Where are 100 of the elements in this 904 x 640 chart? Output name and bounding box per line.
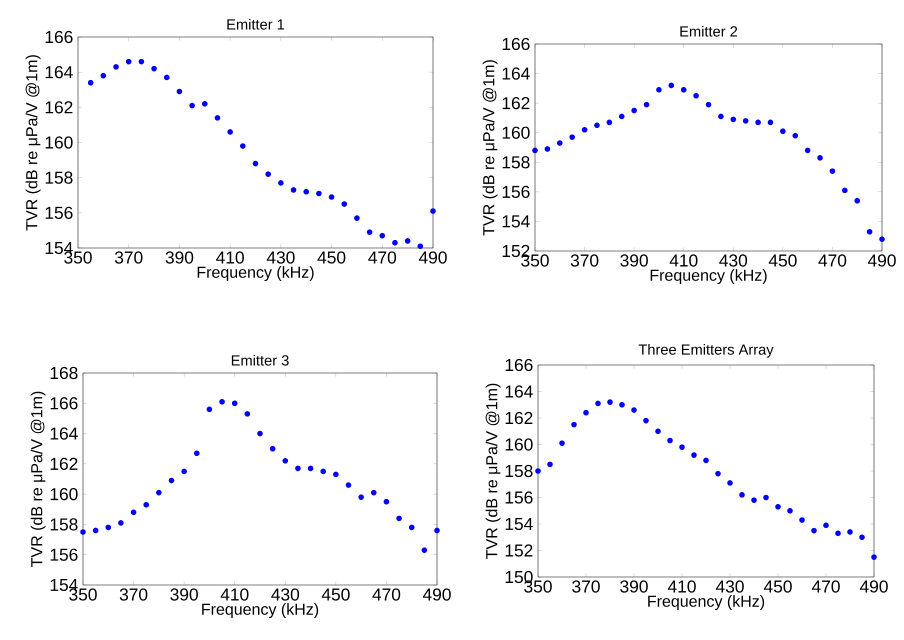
point [333,472,339,478]
point [667,438,673,444]
y-tick-label: 158 [506,464,533,478]
y-tick-label: 156 [50,548,78,561]
point [404,238,410,244]
x-tick-label: 490 [422,588,451,601]
point [316,190,322,196]
point [691,452,697,458]
point [606,120,612,126]
y-tick-label: 166 [502,38,530,50]
point [739,492,745,498]
x-tick-label: 470 [368,251,396,264]
point [88,80,94,86]
point [176,88,182,94]
y-tick-label: 164 [50,427,78,440]
y-tick-label: 168 [50,366,78,380]
point [866,228,872,235]
y-tick-label: 158 [46,172,73,184]
point [392,240,398,246]
x-tick-label: 410 [220,588,248,601]
point [408,524,415,530]
point [547,462,553,468]
point [227,129,233,135]
point [252,160,258,166]
point [859,534,865,540]
point [871,554,877,560]
point [80,529,86,535]
y-tick-label: 160 [502,126,530,139]
point [668,82,674,88]
point [265,171,271,177]
point [680,87,687,93]
point [346,482,352,488]
point [341,201,348,207]
point [232,400,238,406]
point [214,115,220,121]
point [168,478,174,484]
point [430,208,436,214]
x-tick-label: 450 [764,580,792,593]
point [727,480,733,486]
x-tick-label: 470 [372,588,400,601]
point [532,148,538,154]
x-tick-label: 450 [322,588,350,601]
point [571,422,577,428]
point [799,517,805,523]
point [278,180,284,186]
y-tick-label: 156 [502,186,530,198]
x-axis-title: Frequency (kHz) [198,266,314,282]
y-tick-label: 162 [50,458,78,470]
point [206,406,212,412]
point [842,188,848,194]
point [730,116,736,122]
x-tick-label: 450 [318,251,346,264]
x-tick-label: 490 [868,254,896,267]
point [544,146,550,152]
point [751,497,757,503]
point [804,148,810,154]
x-tick-label: 430 [271,588,300,601]
y-tick-label: 158 [502,156,530,168]
point [763,494,769,500]
y-tick-label: 166 [46,30,73,44]
x-tick-label: 370 [570,254,598,267]
x-tick-label: 450 [768,254,797,267]
point [582,126,588,133]
x-tick-label: 430 [266,251,295,264]
chart-title: Emitter 3 [232,354,289,366]
point [138,58,144,64]
point [535,468,541,474]
point [656,87,662,93]
point [181,468,187,474]
point [655,428,661,434]
point [715,470,721,476]
point [290,187,296,193]
point [817,155,823,161]
point [418,243,424,250]
x-tick-label: 470 [818,254,846,267]
x-axis-title: Frequency (kHz) [650,269,767,284]
y-tick-label: 156 [46,206,73,219]
y-axis-title: TVR (dB re μPa/V @1m) [486,384,501,559]
point [105,524,112,530]
point [244,411,250,417]
y-tick-label: 160 [50,488,78,500]
point [569,134,575,140]
point [156,490,162,496]
x-axis-title: Frequency (kHz) [648,595,764,610]
x-tick-label: 410 [668,580,696,593]
point [118,520,124,526]
x-axis-title: Frequency (kHz) [202,603,318,618]
point [787,508,793,514]
point [775,504,781,510]
point [643,418,649,424]
point [366,229,372,235]
point [303,188,310,195]
point [151,66,157,72]
point [718,114,724,120]
point [189,102,195,108]
y-tick-label: 160 [46,136,73,149]
point [811,528,817,534]
x-tick-label: 430 [716,580,744,593]
x-tick-label: 490 [860,580,888,593]
point [354,215,360,221]
